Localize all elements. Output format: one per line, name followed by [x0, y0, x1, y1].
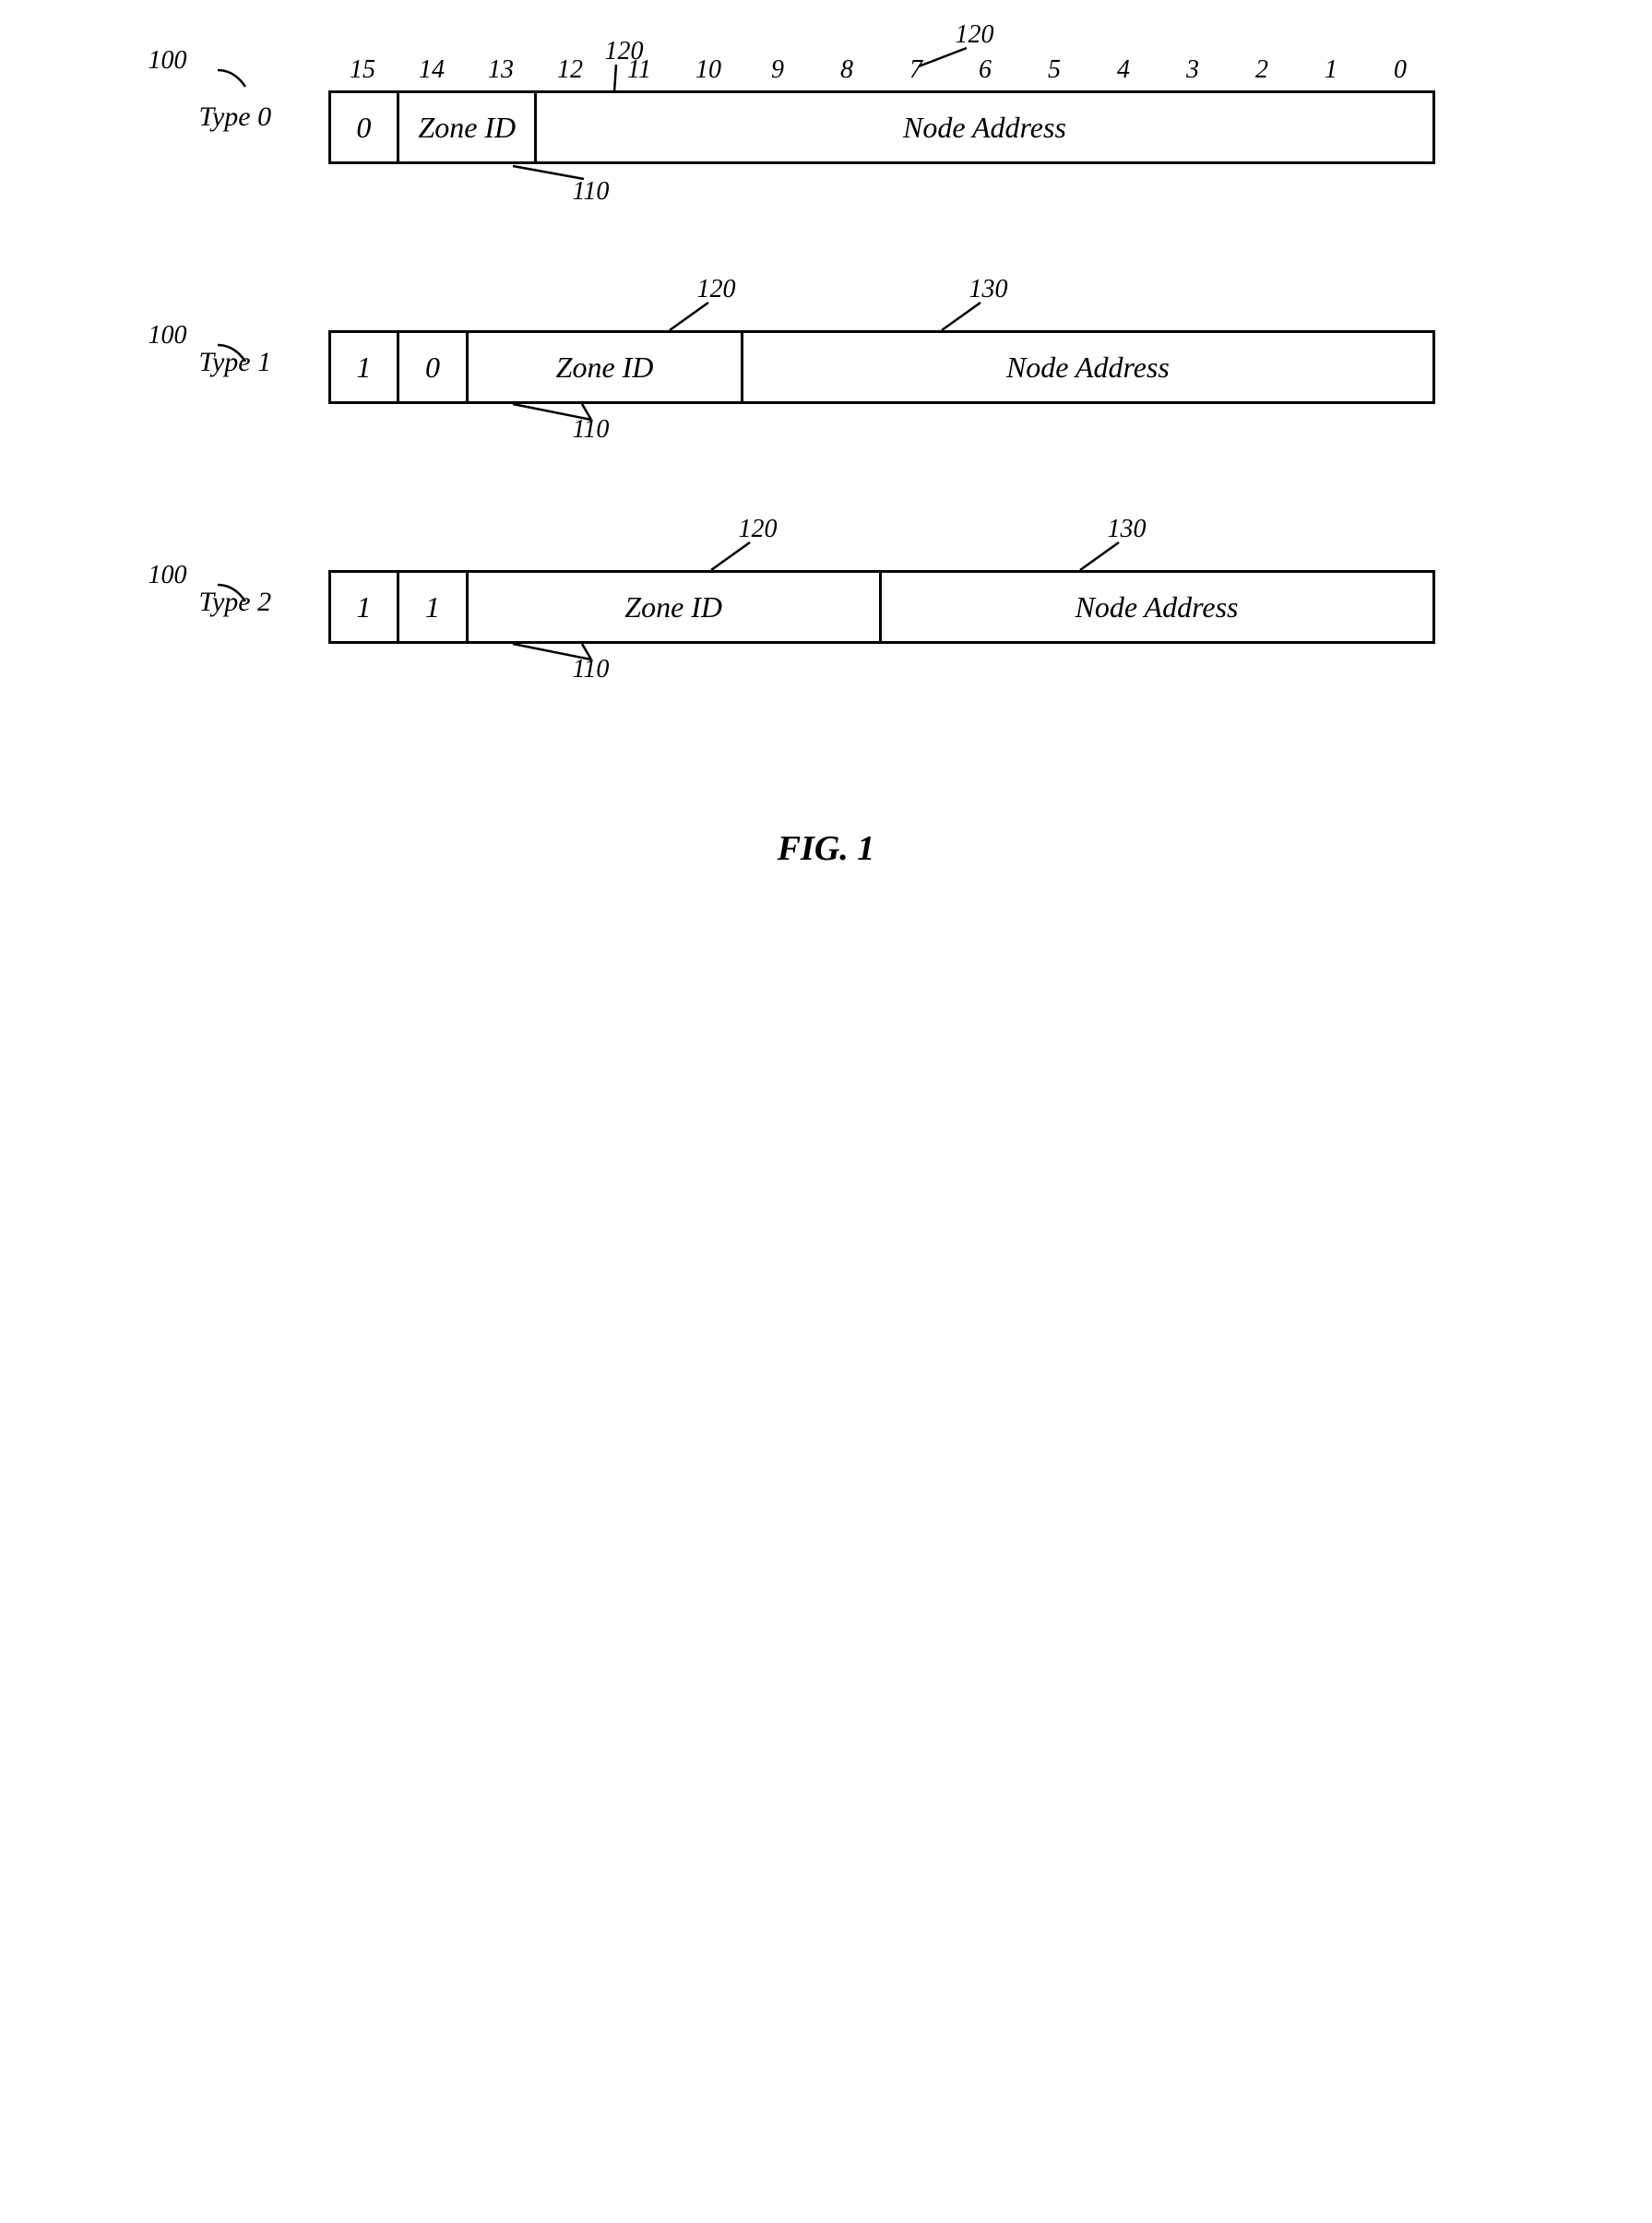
bit-number: 4	[1089, 55, 1159, 85]
field-cell: 1	[399, 573, 469, 641]
bit-number: 3	[1159, 55, 1228, 85]
bit-number: 8	[813, 55, 882, 85]
bit-number: 6	[951, 55, 1020, 85]
field-cell: 0	[399, 333, 469, 401]
address-bar: 10Zone IDNode Address	[328, 330, 1435, 404]
ref-callout-120: 120	[739, 515, 778, 544]
figure-title: FIG. 1	[181, 828, 1472, 869]
ref-100: 100	[149, 561, 187, 590]
bit-number: 13	[467, 55, 536, 85]
type-label: Type 2	[199, 587, 272, 618]
field-cell: Node Address	[743, 333, 1432, 401]
ref-callout-130: 130	[969, 275, 1008, 304]
ref-callout-130: 130	[1108, 515, 1147, 544]
field-cell: Zone ID	[469, 333, 744, 401]
address-bar: 0Zone IDNode Address	[328, 90, 1435, 164]
field-cell: Zone ID	[399, 93, 537, 161]
ref-callout-120: 120	[605, 37, 644, 66]
bit-number: 14	[398, 55, 467, 85]
ref-callout-110: 110	[573, 177, 610, 207]
ref-100: 100	[149, 321, 187, 351]
bit-number: 0	[1366, 55, 1435, 85]
field-cell: Node Address	[537, 93, 1432, 161]
field-cell: Node Address	[882, 573, 1432, 641]
address-bar: 11Zone IDNode Address	[328, 570, 1435, 644]
address-format-row-1: 100Type 110Zone IDNode Address120130110	[181, 330, 1472, 404]
bit-number: 2	[1228, 55, 1297, 85]
field-cell: Zone ID	[469, 573, 882, 641]
bit-number: 12	[536, 55, 605, 85]
address-format-row-0: 100Type 015141312111098765432100Zone IDN…	[181, 55, 1472, 164]
bit-number: 7	[882, 55, 951, 85]
bit-number: 10	[674, 55, 743, 85]
field-cell: 1	[331, 573, 400, 641]
ref-callout-120: 120	[697, 275, 736, 304]
type-label: Type 0	[199, 101, 272, 133]
bit-ruler: 1514131211109876543210	[328, 55, 1435, 85]
ref-callout-120: 120	[956, 20, 994, 50]
bit-number: 9	[743, 55, 813, 85]
bit-number: 15	[328, 55, 398, 85]
ref-100: 100	[149, 46, 187, 76]
bit-number: 5	[1020, 55, 1089, 85]
field-cell: 1	[331, 333, 400, 401]
type-label: Type 1	[199, 347, 272, 378]
address-format-row-2: 100Type 211Zone IDNode Address120130110	[181, 570, 1472, 644]
bit-number: 1	[1297, 55, 1366, 85]
field-cell: 0	[331, 93, 400, 161]
